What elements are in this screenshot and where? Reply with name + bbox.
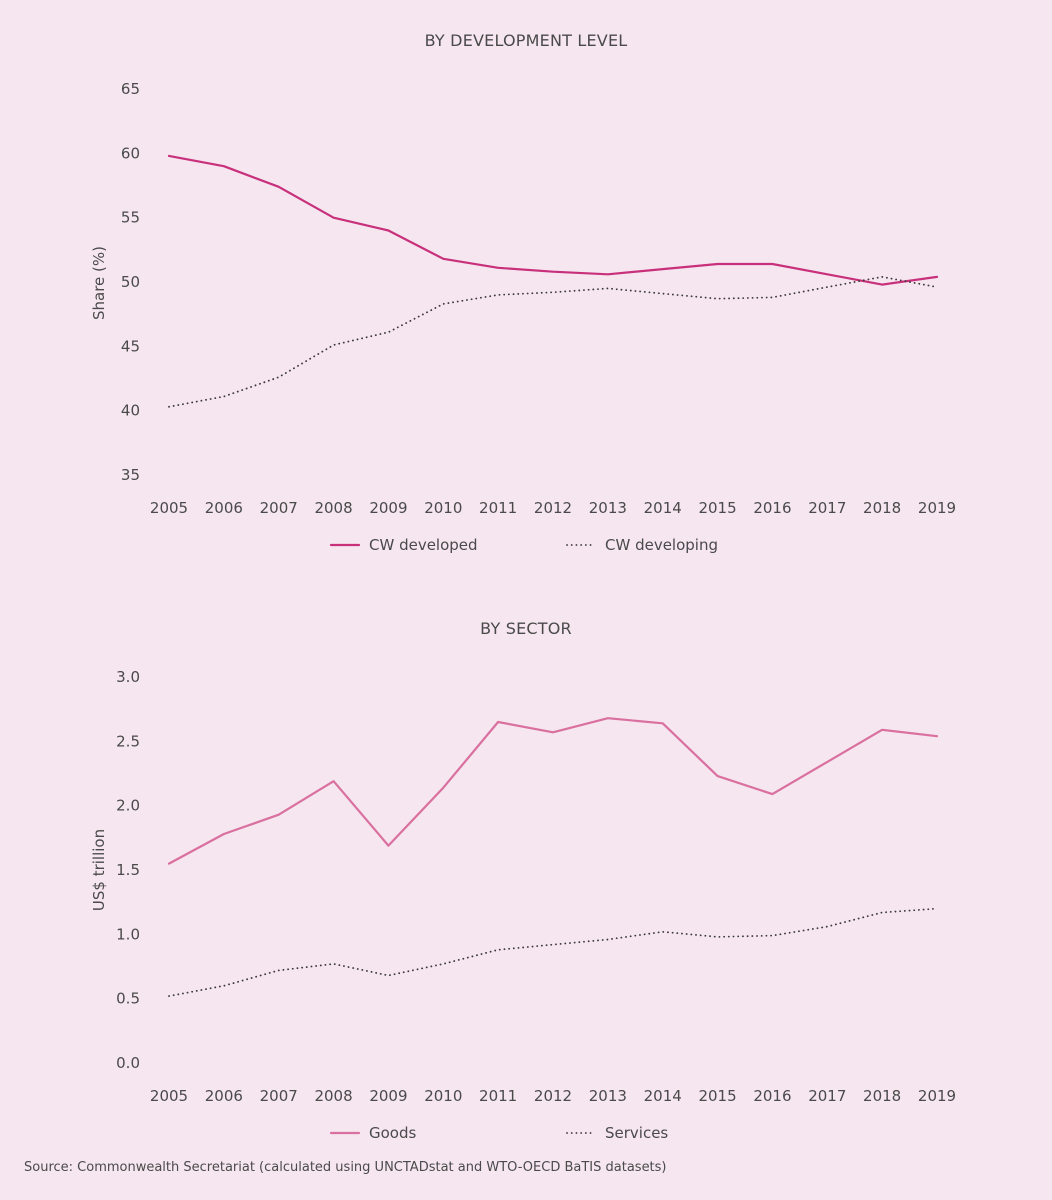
x-tick-label: 2013: [589, 499, 627, 517]
y-tick-label: 45: [121, 337, 140, 355]
x-tick-label: 2014: [644, 1087, 682, 1105]
chart-title: BY SECTOR: [480, 619, 572, 638]
x-tick-label: 2015: [698, 1087, 736, 1105]
y-tick-label: 0.5: [116, 990, 140, 1008]
x-tick-label: 2011: [479, 499, 517, 517]
x-tick-label: 2018: [863, 1087, 901, 1105]
y-tick-label: 2.0: [116, 797, 140, 815]
legend: Goods Services: [329, 1124, 668, 1142]
legend-label: Services: [605, 1124, 668, 1142]
series-line-cw-developing: [168, 275, 938, 408]
y-tick-label: 55: [121, 209, 140, 227]
x-tick-label: 2019: [918, 1087, 956, 1105]
legend-label: CW developing: [605, 536, 718, 554]
x-tick-label: 2012: [534, 499, 572, 517]
x-tick-label: 2010: [424, 1087, 462, 1105]
y-tick-label: 2.5: [116, 732, 140, 750]
x-tick-label: 2009: [369, 1087, 407, 1105]
y-tick-label: 3.0: [116, 668, 140, 686]
x-tick-label: 2015: [698, 499, 736, 517]
x-tick-label: 2005: [150, 1087, 188, 1105]
x-tick-label: 2018: [863, 499, 901, 517]
x-tick-label: 2007: [260, 1087, 298, 1105]
x-ticks: 2005 2006 2007 2008 2009 2010 2011 2012 2013 2014…: [150, 1087, 956, 1105]
x-tick-label: 2019: [918, 499, 956, 517]
y-tick-label: 40: [121, 402, 140, 420]
y-axis-label: Share (%): [90, 246, 108, 320]
source-note: Source: Commonwealth Secretariat (calcul…: [24, 1160, 667, 1175]
x-tick-label: 2008: [314, 1087, 352, 1105]
x-tick-label: 2012: [534, 1087, 572, 1105]
x-tick-label: 2011: [479, 1087, 517, 1105]
x-tick-label: 2006: [205, 1087, 243, 1105]
x-tick-label: 2017: [808, 499, 846, 517]
x-tick-label: 2008: [314, 499, 352, 517]
chart-title: BY DEVELOPMENT LEVEL: [425, 31, 628, 50]
legend-label: CW developed: [369, 536, 478, 554]
y-tick-label: 1.5: [116, 861, 140, 879]
y-ticks: 0.0 0.5 1.0 1.5 2.0 2.5 3.0: [116, 668, 140, 1072]
chart-by-sector: BY SECTOR US$ trillion 0.0 0.5 1.0 1.5 2.0 2.…: [90, 619, 956, 1142]
x-tick-label: 2010: [424, 499, 462, 517]
series-line-services: [168, 907, 938, 998]
x-tick-label: 2017: [808, 1087, 846, 1105]
y-tick-label: 50: [121, 273, 140, 291]
x-tick-label: 2013: [589, 1087, 627, 1105]
legend: CW developed CW developing: [329, 536, 718, 554]
legend-label: Goods: [369, 1124, 416, 1142]
x-tick-label: 2006: [205, 499, 243, 517]
y-tick-label: 0.0: [116, 1054, 140, 1072]
y-tick-label: 35: [121, 466, 140, 484]
y-tick-label: 1.0: [116, 925, 140, 943]
x-tick-label: 2009: [369, 499, 407, 517]
series-group: [167, 717, 939, 998]
x-tick-label: 2014: [644, 499, 682, 517]
x-tick-label: 2005: [150, 499, 188, 517]
y-tick-label: 65: [121, 80, 140, 98]
series-group: [167, 154, 939, 408]
series-line-goods: [167, 717, 939, 865]
x-tick-label: 2016: [753, 1087, 791, 1105]
x-ticks: 2005 2006 2007 2008 2009 2010 2011 2012 2013 2014…: [150, 499, 956, 517]
series-line-cw-developed: [167, 154, 939, 286]
y-ticks: 35 40 45 50 55 60 65: [121, 80, 140, 484]
x-tick-label: 2007: [260, 499, 298, 517]
y-axis-label: US$ trillion: [90, 829, 108, 911]
x-tick-label: 2016: [753, 499, 791, 517]
y-tick-label: 60: [121, 144, 140, 162]
chart-development-level: BY DEVELOPMENT LEVEL Share (%) 35 40 45 50 5…: [90, 31, 956, 554]
